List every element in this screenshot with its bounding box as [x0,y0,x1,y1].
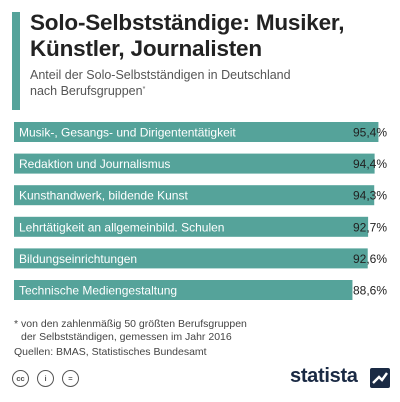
no-derivatives-icon[interactable]: = [62,370,79,387]
source-text: Quellen: BMAS, Statistisches Bundesamt [14,346,207,358]
bar-category-label-6: Technische Mediengestaltung [19,284,177,298]
title-line-1: Solo-Selbstständige: Musiker, [30,10,345,35]
bar-1 [14,122,379,142]
creative-commons-icon[interactable]: cc [12,370,29,387]
subtitle-line-2: nach Berufsgruppen [30,84,143,98]
title-line-2: Künstler, Journalisten [30,36,262,61]
bar-value-label-3: 94,3% [353,189,387,203]
bar-value-label-1: 95,4% [353,126,387,140]
bar-category-label-1: Musik-, Gesangs- und Dirigententätigkeit [19,126,236,140]
bar-category-label-2: Redaktion und Journalismus [19,157,170,171]
chart-subtitle: Anteil der Solo-Selbstständigen in Deuts… [30,67,390,99]
attribution-icon[interactable]: i [37,370,54,387]
statista-logo-icon[interactable] [370,368,390,388]
bar-value-label-5: 92,6% [353,252,387,266]
footnote-line-1: * von den zahlenmäßig 50 größten Berufsg… [14,318,247,330]
footnote-line-2: der Selbstständigen, gemessen im Jahr 20… [21,331,232,343]
subtitle-footnote-marker: * [142,86,146,93]
subtitle-line-1: Anteil der Solo-Selbstständigen in Deuts… [30,68,291,82]
title-accent-bar [12,12,20,110]
attribution-icon-label: i [44,374,47,383]
bar-category-label-5: Bildungseinrichtungen [19,252,137,266]
bar-value-label-4: 92,7% [353,220,387,234]
bar-2 [14,153,375,174]
bar-3 [14,185,375,206]
bar-4 [14,216,369,237]
footnote: * von den zahlenmäßig 50 größten Berufsg… [14,318,394,344]
bar-5 [14,248,368,269]
statista-wordmark[interactable]: statista [290,365,358,387]
bar-value-label-6: 88,6% [353,284,387,298]
bar-value-label-2: 94,4% [353,157,387,171]
no-derivatives-icon-label: = [68,374,73,383]
bar-category-label-3: Kunsthandwerk, bildende Kunst [19,189,188,203]
cc-icon-label: cc [16,374,25,383]
bar-category-label-4: Lehrtätigkeit an allgemeinbild. Schulen [19,220,224,234]
page-title: Solo-Selbstständige: Musiker, Künstler, … [30,10,395,62]
bar-6 [14,280,353,300]
